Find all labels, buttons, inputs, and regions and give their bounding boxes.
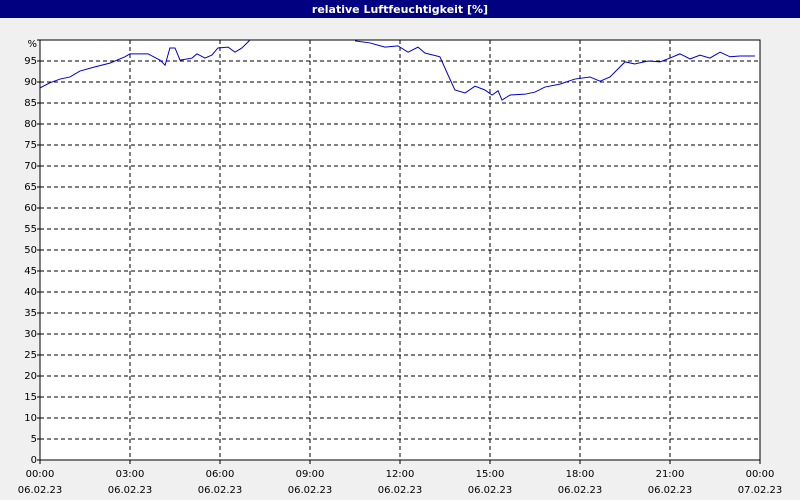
y-tick-label: 5 — [31, 434, 37, 445]
x-tick-label: 06.02.23 — [288, 485, 333, 496]
y-tick-label: 90 — [24, 77, 37, 88]
y-tick-label: % — [27, 39, 37, 50]
y-tick-label: 35 — [24, 308, 37, 319]
y-tick-label: 95 — [24, 56, 37, 67]
y-tick-label: 60 — [24, 203, 37, 214]
chart-title: relative Luftfeuchtigkeit [%] — [312, 3, 488, 16]
y-tick-label: 15 — [24, 392, 37, 403]
y-tick-label: 45 — [24, 266, 37, 277]
x-tick-label: 00:00 — [26, 469, 55, 480]
x-tick-label: 03:00 — [116, 469, 145, 480]
y-tick-label: 30 — [24, 329, 37, 340]
y-tick-label: 75 — [24, 140, 37, 151]
y-tick-label: 85 — [24, 98, 37, 109]
x-tick-label: 12:00 — [386, 469, 415, 480]
x-tick-label: 06.02.23 — [108, 485, 153, 496]
y-tick-label: 50 — [24, 245, 37, 256]
y-tick-label: 70 — [24, 161, 37, 172]
x-tick-label: 09:00 — [296, 469, 325, 480]
data-line — [39, 39, 755, 101]
x-tick-label: 06.02.23 — [378, 485, 423, 496]
x-tick-label: 18:00 — [566, 469, 595, 480]
x-tick-label: 06.02.23 — [648, 485, 693, 496]
x-tick-label: 00:00 — [746, 469, 775, 480]
x-tick-label: 06.02.23 — [558, 485, 603, 496]
y-tick-label: 10 — [24, 413, 37, 424]
x-tick-label: 21:00 — [656, 469, 685, 480]
y-tick-label: 25 — [24, 350, 37, 361]
x-tick-label: 06:00 — [206, 469, 235, 480]
x-tick-label: 06.02.23 — [18, 485, 63, 496]
title-bar — [0, 0, 800, 18]
y-tick-label: 55 — [24, 224, 37, 235]
y-tick-label: 80 — [24, 119, 37, 130]
y-tick-label: 0 — [31, 455, 37, 466]
x-tick-label: 07.02.23 — [738, 485, 783, 496]
x-tick-label: 06.02.23 — [198, 485, 243, 496]
x-tick-label: 15:00 — [476, 469, 505, 480]
x-tick-label: 06.02.23 — [468, 485, 513, 496]
y-tick-label: 20 — [24, 371, 37, 382]
y-tick-label: 65 — [24, 182, 37, 193]
y-tick-label: 40 — [24, 287, 37, 298]
